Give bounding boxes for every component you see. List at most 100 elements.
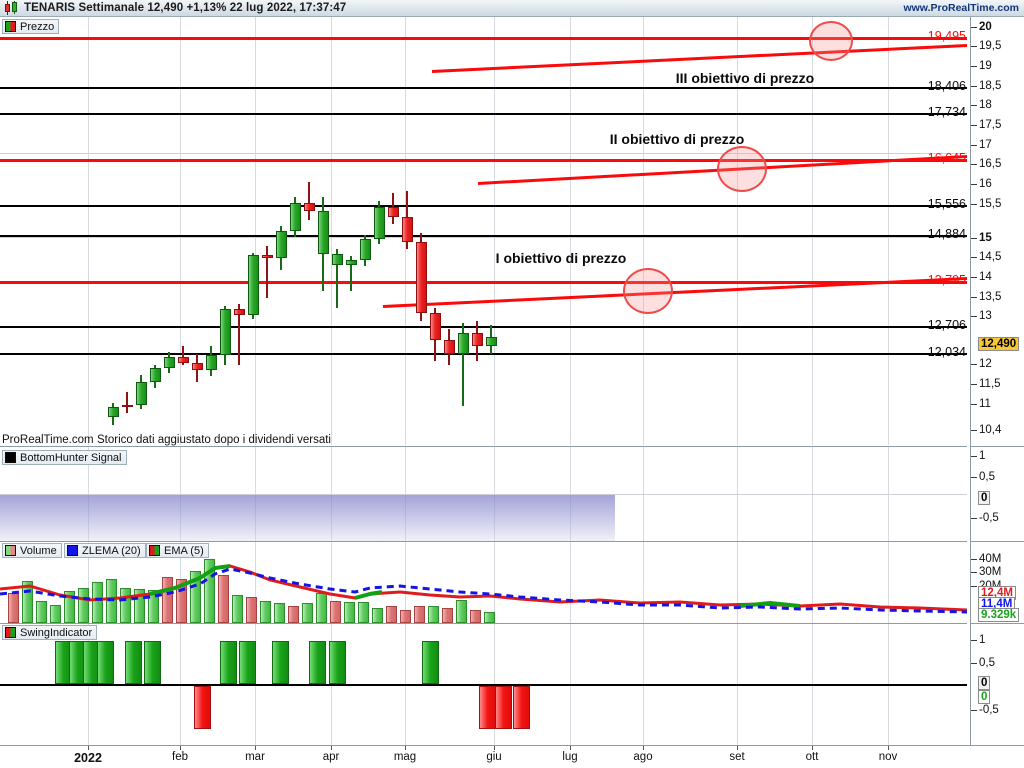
candle-9[interactable]	[233, 304, 245, 365]
volume-bar-1[interactable]	[22, 581, 33, 623]
volume-bar-2[interactable]	[36, 601, 47, 623]
swing-bar-5[interactable]	[144, 641, 161, 684]
legend-ema[interactable]: EMA (5)	[146, 543, 209, 558]
swing-bar-15[interactable]	[513, 686, 530, 729]
swing-bar-3[interactable]	[97, 641, 114, 684]
swing-bar-6[interactable]	[194, 686, 211, 729]
last-price-badge[interactable]: 12,490	[978, 337, 1020, 351]
bottomhunter-zero-badge[interactable]: 0	[978, 491, 991, 505]
volume-bar-6[interactable]	[92, 582, 103, 623]
time-axis[interactable]: 2022 feb mar apr mag giu lug ago set ott nov	[0, 745, 1024, 768]
swing-pane[interactable]	[0, 623, 967, 745]
candle-12[interactable]	[275, 226, 287, 271]
candle-1[interactable]	[121, 392, 133, 414]
candle-11[interactable]	[261, 246, 273, 298]
volume-bar-12[interactable]	[176, 579, 187, 623]
volume-bar-9[interactable]	[134, 589, 145, 623]
price-pane[interactable]	[0, 17, 967, 445]
volume-bar-5[interactable]	[78, 588, 89, 623]
brand-link[interactable]: www.ProRealTime.com	[903, 2, 1019, 14]
candle-14[interactable]	[303, 182, 315, 221]
volume-bar-32[interactable]	[456, 600, 467, 623]
swing-bar-4[interactable]	[125, 641, 142, 684]
candle-13[interactable]	[289, 197, 301, 237]
volume-bar-3[interactable]	[50, 605, 61, 623]
swing-bar-7[interactable]	[220, 641, 237, 684]
candle-body	[303, 203, 315, 211]
volume-bar-19[interactable]	[274, 603, 285, 623]
axis-price-tick-20: 20	[979, 21, 992, 33]
candle-24[interactable]	[443, 329, 455, 365]
legend-bottomhunter[interactable]: BottomHunter Signal	[2, 450, 127, 465]
volume-bar-21[interactable]	[302, 603, 313, 623]
volume-bar-30[interactable]	[428, 606, 439, 623]
legend-swing[interactable]: SwingIndicator	[2, 625, 98, 640]
swing-bar-12[interactable]	[422, 641, 439, 684]
volume-bar-25[interactable]	[358, 602, 369, 623]
candle-27[interactable]	[485, 325, 497, 354]
legend-price[interactable]: Prezzo	[2, 19, 60, 34]
swing-bar-14[interactable]	[495, 686, 512, 729]
candle-22[interactable]	[415, 232, 427, 321]
candle-6[interactable]	[191, 354, 203, 382]
volume-bar-33[interactable]	[470, 610, 481, 623]
candle-18[interactable]	[359, 234, 371, 267]
volume-bar-17[interactable]	[246, 597, 257, 623]
volume-bar-15[interactable]	[218, 575, 229, 623]
volume-bar-27[interactable]	[386, 606, 397, 623]
candle-7[interactable]	[205, 346, 217, 377]
candle-20[interactable]	[387, 192, 399, 225]
ema-line	[0, 564, 967, 612]
volume-bar-13[interactable]	[190, 571, 201, 623]
candle-4[interactable]	[163, 352, 175, 374]
swing-bar-11[interactable]	[329, 641, 346, 684]
volume-value-badge-1[interactable]: 11,4M	[978, 597, 1016, 611]
candle-wick	[126, 392, 128, 414]
candle-19[interactable]	[373, 201, 385, 245]
candle-17[interactable]	[345, 255, 357, 291]
right-axis[interactable]: 20 19,5 19 18,5 18 17,5 17 16,5 16 15,5 15 14,5 14 13…	[970, 17, 1024, 745]
volume-bar-11[interactable]	[162, 577, 173, 623]
volume-bar-28[interactable]	[400, 610, 411, 623]
volume-bar-34[interactable]	[484, 612, 495, 623]
volume-bar-20[interactable]	[288, 606, 299, 623]
axis-price-tick-19: 19	[979, 60, 992, 72]
candle-15[interactable]	[317, 197, 329, 291]
swing-bar-8[interactable]	[239, 641, 256, 684]
swing-bar-9[interactable]	[272, 641, 289, 684]
candle-3[interactable]	[149, 364, 161, 388]
candle-body	[415, 241, 427, 314]
candle-23[interactable]	[429, 308, 441, 361]
volume-bar-24[interactable]	[344, 602, 355, 623]
swing-zero-badge-1[interactable]: 0	[978, 690, 991, 704]
swing-bar-13[interactable]	[479, 686, 496, 729]
legend-zlema[interactable]: ZLEMA (20)	[64, 543, 146, 558]
volume-pane[interactable]	[0, 541, 967, 623]
volume-bar-4[interactable]	[64, 591, 75, 623]
axis-tick	[971, 164, 977, 165]
volume-bar-14[interactable]	[204, 559, 215, 623]
volume-bar-31[interactable]	[442, 608, 453, 623]
swing-bar-10[interactable]	[309, 641, 326, 684]
candle-2[interactable]	[135, 375, 147, 409]
volume-value-badge-2[interactable]: 9.329k	[978, 608, 1020, 622]
price-level-label-17,734: 17,734	[927, 105, 966, 119]
swing-zero-badge-0[interactable]: 0	[978, 676, 991, 690]
volume-bar-16[interactable]	[232, 595, 243, 623]
candle-10[interactable]	[247, 252, 259, 319]
candle-0[interactable]	[107, 402, 119, 425]
volume-bar-23[interactable]	[330, 601, 341, 623]
candle-8[interactable]	[219, 306, 231, 365]
volume-bar-26[interactable]	[372, 608, 383, 623]
candle-21[interactable]	[401, 190, 413, 250]
candle-5[interactable]	[177, 346, 189, 365]
bottomhunter-pane[interactable]	[0, 446, 967, 541]
volume-bar-8[interactable]	[120, 588, 131, 623]
volume-bar-29[interactable]	[414, 606, 425, 623]
legend-volume[interactable]: Volume	[2, 543, 62, 558]
volume-bar-18[interactable]	[260, 601, 271, 623]
candle-25[interactable]	[457, 322, 469, 406]
candle-16[interactable]	[331, 248, 343, 309]
candle-26[interactable]	[471, 320, 483, 361]
volume-bar-10[interactable]	[148, 590, 159, 623]
